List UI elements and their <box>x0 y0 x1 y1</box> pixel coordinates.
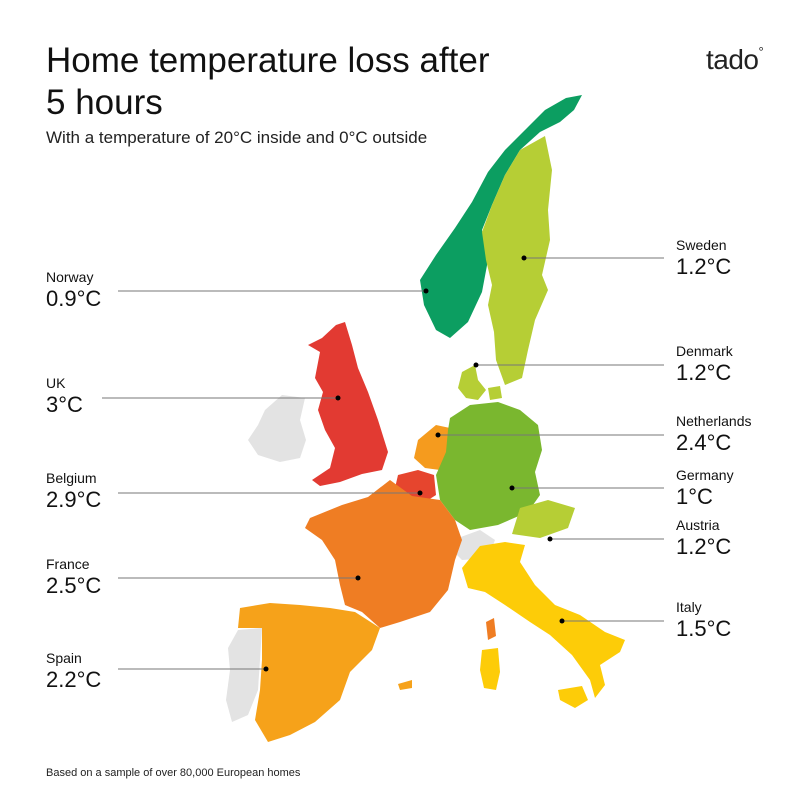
france-marker <box>355 575 361 581</box>
uk-value: 3°C <box>46 392 83 417</box>
uk-label: UK 3°C <box>46 375 83 418</box>
norway-marker <box>423 288 429 294</box>
logo-degree-mark: ° <box>758 43 764 59</box>
norway-region <box>420 95 582 338</box>
italy-region <box>462 542 625 698</box>
tado-logo: tado° <box>706 43 764 76</box>
spain-value: 2.2°C <box>46 667 102 692</box>
netherlands-label: Netherlands 2.4°C <box>676 413 752 456</box>
denmark-region <box>458 365 486 400</box>
sweden-marker <box>521 255 527 261</box>
austria-label: Austria 1.2°C <box>676 517 731 560</box>
norway-name: Norway <box>46 269 94 285</box>
leader-lines <box>102 257 664 670</box>
denmark-label: Denmark 1.2°C <box>676 343 733 386</box>
spain-name: Spain <box>46 650 82 666</box>
sicily-region <box>558 686 588 708</box>
germany-marker <box>509 485 515 491</box>
norway-label: Norway 0.9°C <box>46 269 101 312</box>
corsica-region <box>486 618 496 640</box>
uk-name: UK <box>46 375 66 391</box>
belgium-name: Belgium <box>46 470 97 486</box>
portugal-region <box>226 628 262 722</box>
france-name: France <box>46 556 90 572</box>
sweden-region <box>482 136 552 385</box>
sardinia-region <box>480 648 500 690</box>
logo-text: tado <box>706 44 759 75</box>
netherlands-name: Netherlands <box>676 413 752 429</box>
germany-region <box>436 402 542 530</box>
sweden-name: Sweden <box>676 237 727 253</box>
germany-name: Germany <box>676 467 734 483</box>
austria-marker <box>547 536 553 542</box>
spain-marker <box>263 666 269 672</box>
ireland-region <box>248 395 306 462</box>
uk-region <box>308 322 388 486</box>
denmark-marker <box>473 362 479 368</box>
denmark-value: 1.2°C <box>676 360 732 385</box>
footnote: Based on a sample of over 80,000 Europea… <box>46 767 301 779</box>
belgium-label: Belgium 2.9°C <box>46 470 101 513</box>
denmark-name: Denmark <box>676 343 733 359</box>
france-value: 2.5°C <box>46 573 102 598</box>
germany-value: 1°C <box>676 484 713 509</box>
italy-value: 1.5°C <box>676 616 732 641</box>
sweden-label: Sweden 1.2°C <box>676 237 731 280</box>
austria-value: 1.2°C <box>676 534 732 559</box>
france-label: France 2.5°C <box>46 556 101 599</box>
netherlands-marker <box>435 432 441 438</box>
netherlands-value: 2.4°C <box>676 430 732 455</box>
belgium-marker <box>417 490 423 496</box>
austria-region <box>512 500 575 538</box>
spain-label: Spain 2.2°C <box>46 650 101 693</box>
italy-marker <box>559 618 565 624</box>
belgium-value: 2.9°C <box>46 487 102 512</box>
page-title: Home temperature loss after 5 hours <box>46 41 490 122</box>
sweden-value: 1.2°C <box>676 254 732 279</box>
france-region <box>305 480 462 628</box>
balearic-islands <box>398 680 412 690</box>
norway-value: 0.9°C <box>46 286 102 311</box>
uk-marker <box>335 395 341 401</box>
germany-label: Germany 1°C <box>676 467 734 510</box>
austria-name: Austria <box>676 517 720 533</box>
italy-label: Italy 1.5°C <box>676 599 731 642</box>
denmark-island <box>488 386 502 400</box>
spain-region <box>238 603 380 742</box>
italy-name: Italy <box>676 599 702 615</box>
subtitle: With a temperature of 20°C inside and 0°… <box>46 128 428 147</box>
country-markers <box>263 255 565 672</box>
netherlands-region <box>414 425 450 470</box>
